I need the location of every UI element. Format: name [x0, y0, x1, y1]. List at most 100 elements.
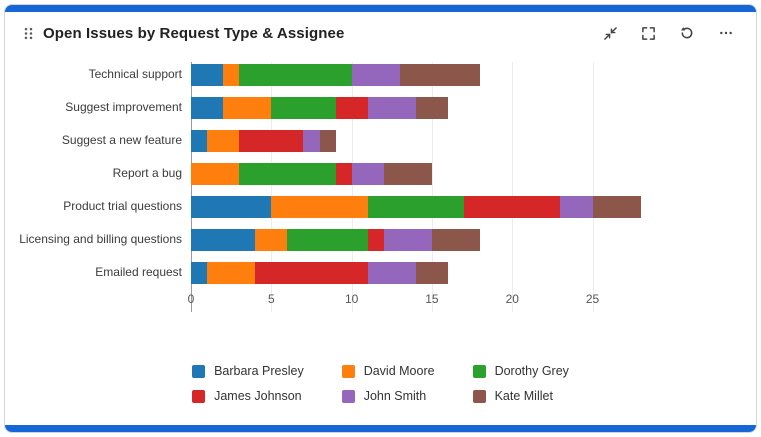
- bar-segment[interactable]: [239, 163, 336, 185]
- legend-label: Kate Millet: [494, 389, 553, 403]
- dashboard-gadget-card: Open Issues by Request Type & Assignee: [4, 4, 757, 433]
- chart-row: Suggest a new feature: [13, 130, 652, 152]
- bar-track: [191, 64, 652, 86]
- legend-label: David Moore: [363, 364, 435, 378]
- bar-track: [191, 163, 652, 185]
- legend-label: Dorothy Grey: [494, 364, 569, 378]
- bar-segment[interactable]: [191, 229, 256, 251]
- drag-handle-icon[interactable]: [19, 23, 37, 43]
- chart-row: Licensing and billing questions: [13, 229, 652, 251]
- legend-item[interactable]: David Moore: [341, 364, 435, 378]
- legend-swatch: [192, 364, 206, 378]
- gridline: [351, 62, 353, 312]
- chart-row: Emailed request: [13, 262, 652, 284]
- legend-label: John Smith: [363, 389, 427, 403]
- chart-rows: Technical support Suggest improvement Sugg…: [13, 64, 652, 284]
- category-label: Suggest a new feature: [61, 133, 182, 148]
- bar-segment[interactable]: [383, 163, 432, 185]
- gridline: [592, 62, 594, 312]
- bar-segment[interactable]: [335, 163, 352, 185]
- bar-segment[interactable]: [239, 64, 352, 86]
- fullscreen-icon[interactable]: [639, 24, 658, 43]
- bar-segment[interactable]: [207, 130, 240, 152]
- bar-segment[interactable]: [351, 163, 384, 185]
- bar-segment[interactable]: [255, 262, 368, 284]
- legend-swatch: [192, 389, 206, 403]
- bar-track: [191, 262, 652, 284]
- bar-segment[interactable]: [191, 130, 208, 152]
- legend-swatch: [341, 364, 355, 378]
- x-tick-label: 25: [585, 292, 600, 306]
- category-label: Suggest improvement: [65, 100, 182, 115]
- y-axis-line: [191, 62, 192, 312]
- x-tick-label: 0: [187, 292, 195, 306]
- bar-segment[interactable]: [223, 64, 240, 86]
- bar-segment[interactable]: [287, 229, 368, 251]
- bar-segment[interactable]: [223, 97, 272, 119]
- plot-area: Technical support Suggest improvement Sugg…: [13, 62, 652, 312]
- chart-row: Technical support: [13, 64, 652, 86]
- x-tick-label: 5: [267, 292, 275, 306]
- card-title: Open Issues by Request Type & Assignee: [43, 24, 345, 42]
- bar-segment[interactable]: [191, 64, 224, 86]
- legend-item[interactable]: James Johnson: [192, 389, 304, 403]
- gridlines: [191, 62, 652, 312]
- bar-segment[interactable]: [367, 262, 416, 284]
- chart-row: Suggest improvement: [13, 97, 652, 119]
- header-actions: [601, 23, 736, 43]
- bar-segment[interactable]: [367, 196, 465, 218]
- legend-item[interactable]: Kate Millet: [472, 389, 569, 403]
- card-header: Open Issues by Request Type & Assignee: [5, 12, 756, 50]
- bar-segment[interactable]: [191, 262, 208, 284]
- bar-segment[interactable]: [415, 262, 448, 284]
- bar-segment[interactable]: [399, 64, 481, 86]
- more-icon[interactable]: [716, 23, 736, 43]
- legend-item[interactable]: John Smith: [341, 389, 435, 403]
- bar-segment[interactable]: [255, 229, 288, 251]
- chart-row: Report a bug: [13, 163, 652, 185]
- bar-segment[interactable]: [592, 196, 641, 218]
- bar-segment[interactable]: [303, 130, 320, 152]
- collapse-icon[interactable]: [601, 24, 620, 43]
- bar-segment[interactable]: [560, 196, 593, 218]
- legend-swatch: [472, 364, 486, 378]
- refresh-icon[interactable]: [677, 23, 697, 43]
- bar-segment[interactable]: [191, 97, 224, 119]
- legend-swatch: [341, 389, 355, 403]
- x-tick-label: 10: [344, 292, 359, 306]
- bottom-accent-strip: [5, 425, 756, 432]
- bar-segment[interactable]: [335, 97, 368, 119]
- x-axis: 0 5 10 15 20 25: [187, 290, 652, 312]
- bar-segment[interactable]: [319, 130, 336, 152]
- category-label: Technical support: [88, 67, 182, 82]
- bar-segment[interactable]: [367, 97, 416, 119]
- bar-segment[interactable]: [271, 196, 368, 218]
- bar-segment[interactable]: [351, 64, 400, 86]
- legend-swatch: [472, 389, 486, 403]
- bar-segment[interactable]: [431, 229, 481, 251]
- bar-segment[interactable]: [271, 97, 336, 119]
- bar-segment[interactable]: [191, 196, 272, 218]
- legend-label: James Johnson: [214, 389, 302, 403]
- bar-track: [191, 196, 652, 218]
- bar-segment[interactable]: [239, 130, 304, 152]
- gridline: [271, 62, 273, 312]
- bar-segment[interactable]: [415, 97, 448, 119]
- chart-row: Product trial questions: [13, 196, 652, 218]
- legend-item[interactable]: Dorothy Grey: [472, 364, 569, 378]
- x-tick-label: 20: [505, 292, 519, 306]
- category-label: Product trial questions: [63, 199, 182, 214]
- category-label: Licensing and billing questions: [19, 232, 182, 247]
- legend: Barbara Presley David Moore Dorothy Grey Ja…: [192, 364, 569, 403]
- bar-track: [191, 130, 652, 152]
- bar-segment[interactable]: [191, 163, 240, 185]
- bar-segment[interactable]: [207, 262, 256, 284]
- bar-segment[interactable]: [464, 196, 561, 218]
- bar-track: [191, 229, 652, 251]
- gridline: [431, 62, 433, 312]
- bar-segment[interactable]: [367, 229, 384, 251]
- legend-item[interactable]: Barbara Presley: [192, 364, 304, 378]
- category-label: Emailed request: [95, 265, 182, 280]
- bar-segment[interactable]: [383, 229, 432, 251]
- category-label: Report a bug: [112, 166, 182, 181]
